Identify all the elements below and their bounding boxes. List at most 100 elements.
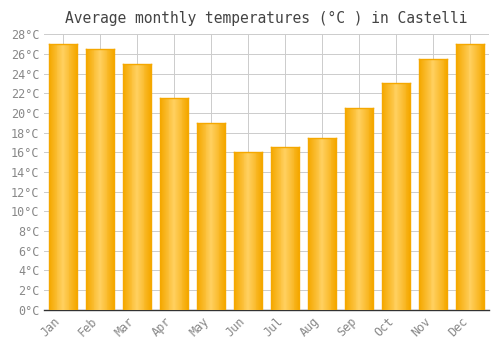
Bar [284,147,285,310]
Bar [91,49,92,310]
Bar [404,83,406,310]
Bar [313,138,314,310]
Bar [437,59,438,310]
Bar [234,152,235,310]
Bar [428,59,430,310]
Bar [434,59,435,310]
Bar [477,44,478,310]
Bar [66,44,68,310]
Bar [90,49,91,310]
Bar [278,147,280,310]
Bar [101,49,102,310]
Bar [206,123,208,310]
Bar [440,59,442,310]
Bar [182,98,184,310]
Bar [332,138,334,310]
Bar [64,44,65,310]
Bar [134,64,135,310]
Bar [474,44,475,310]
Bar [72,44,73,310]
Bar [173,98,174,310]
Bar [87,49,88,310]
Bar [442,59,444,310]
Bar [62,44,63,310]
Bar [385,83,386,310]
Bar [476,44,477,310]
Bar [396,83,397,310]
Bar [444,59,446,310]
Bar [461,44,462,310]
Bar [88,49,89,310]
Bar [320,138,322,310]
Bar [254,152,256,310]
Bar [244,152,246,310]
Bar [424,59,425,310]
Bar [110,49,111,310]
Bar [330,138,332,310]
Bar [50,44,51,310]
Bar [52,44,53,310]
Bar [97,49,98,310]
Bar [296,147,297,310]
Bar [289,147,290,310]
Bar [351,108,352,310]
Bar [463,44,464,310]
Bar [222,123,223,310]
Bar [470,44,472,310]
Bar [202,123,203,310]
Bar [272,147,273,310]
Bar [356,108,358,310]
Bar [297,147,298,310]
Bar [160,98,161,310]
Bar [399,83,400,310]
Bar [165,98,166,310]
Bar [256,152,258,310]
Bar [288,147,289,310]
Bar [318,138,320,310]
Bar [162,98,163,310]
Bar [235,152,236,310]
Bar [126,64,127,310]
Bar [111,49,112,310]
Bar [312,138,313,310]
Bar [204,123,206,310]
Bar [458,44,460,310]
Bar [350,108,351,310]
Bar [140,64,141,310]
Bar [147,64,148,310]
Bar [478,44,480,310]
Bar [386,83,387,310]
Bar [398,83,399,310]
Bar [238,152,239,310]
Bar [86,49,87,310]
Bar [138,64,139,310]
Bar [149,64,150,310]
Bar [426,59,427,310]
Bar [108,49,110,310]
Bar [144,64,146,310]
Bar [177,98,178,310]
Bar [215,123,216,310]
Bar [261,152,262,310]
Bar [287,147,288,310]
Bar [285,147,286,310]
Bar [466,44,468,310]
Bar [251,152,252,310]
Bar [170,98,172,310]
Bar [51,44,52,310]
Bar [248,152,249,310]
Bar [291,147,292,310]
Bar [446,59,447,310]
Bar [308,138,310,310]
Bar [292,147,294,310]
Bar [180,98,182,310]
Bar [282,147,284,310]
Bar [96,49,97,310]
Bar [364,108,365,310]
Bar [277,147,278,310]
Bar [249,152,250,310]
Bar [216,123,218,310]
Bar [427,59,428,310]
Bar [372,108,373,310]
Bar [186,98,187,310]
